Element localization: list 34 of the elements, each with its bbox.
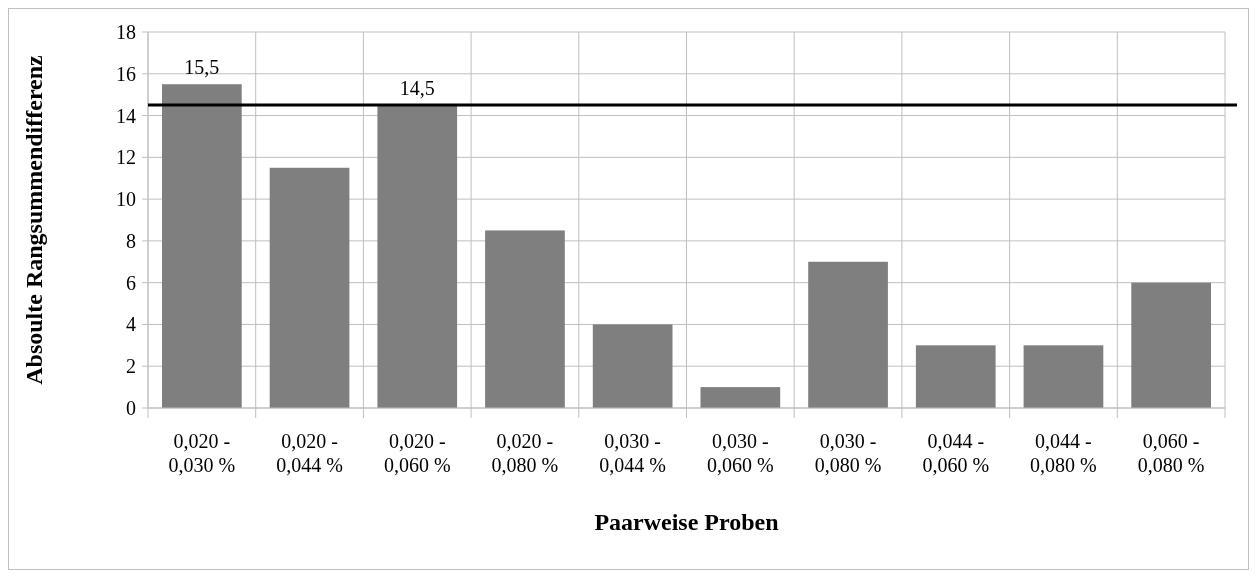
y-tick-label: 6 (126, 271, 136, 294)
x-tick-label: 0,044 - 0,060 % (922, 430, 990, 476)
x-tick-label: 0,020 - 0,080 % (491, 430, 559, 476)
bar (269, 167, 350, 408)
y-tick-label: 2 (126, 355, 136, 378)
x-tick-label: 0,030 - 0,060 % (707, 430, 774, 476)
y-tick-label: 18 (116, 21, 136, 43)
bar (808, 261, 888, 408)
x-tick-label: 0,044 - 0,080 % (1030, 430, 1097, 476)
x-tick-label: 0,020 - 0,044 % (276, 430, 343, 476)
x-tick-label: 0,030 - 0,044 % (599, 430, 666, 476)
bar (592, 324, 673, 408)
data-label: 14,5 (399, 77, 435, 100)
y-tick-label: 0 (126, 397, 136, 419)
x-tick-label: 0,060 - 0,080 % (1137, 430, 1205, 476)
bar (915, 345, 996, 408)
x-tick-label: 0,030 - 0,080 % (814, 430, 882, 476)
x-tick-label: 0,020 - 0,030 % (168, 430, 236, 476)
y-tick-label: 4 (126, 313, 136, 336)
bar (377, 105, 458, 408)
bar (1023, 345, 1104, 408)
y-tick-label: 10 (116, 188, 136, 211)
y-axis-title: Absoulte Rangsummendifferenz (21, 54, 47, 385)
bar (700, 387, 781, 408)
x-axis-title: Paarweise Proben (594, 509, 779, 535)
x-tick-label: 0,020 - 0,060 % (383, 430, 451, 476)
bar (485, 230, 565, 408)
y-tick-label: 8 (126, 229, 136, 252)
data-label: 15,5 (184, 56, 220, 79)
y-tick-label: 12 (116, 146, 136, 169)
bar (162, 84, 242, 408)
bar (1131, 282, 1211, 408)
y-tick-label: 16 (116, 62, 136, 85)
y-tick-label: 14 (116, 104, 136, 127)
